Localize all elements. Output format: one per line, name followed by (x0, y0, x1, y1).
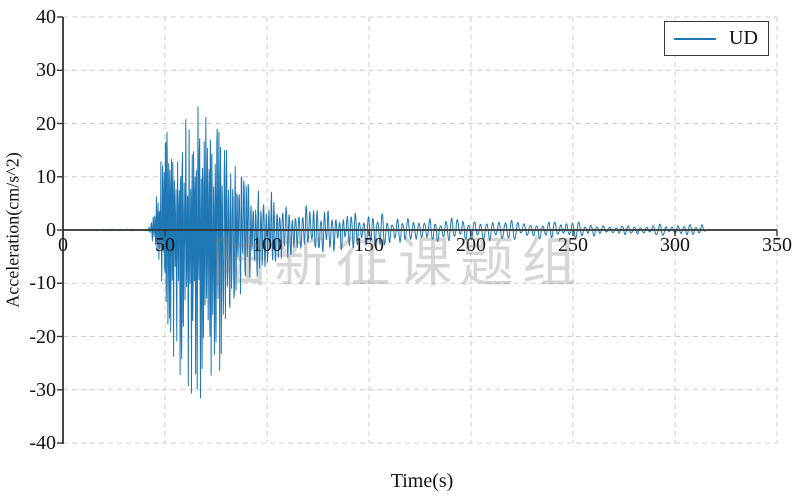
y-tick-label: 40 (36, 6, 56, 28)
y-tick-label: 30 (36, 59, 56, 82)
y-tick-label: -10 (29, 272, 56, 295)
x-tick-label: 300 (660, 234, 690, 256)
y-tick-label: -40 (29, 432, 56, 454)
x-tick-label: 250 (558, 234, 588, 256)
legend-series-label: UD (729, 27, 758, 49)
x-tick-label: 0 (58, 234, 68, 256)
x-axis-title: Time(s) (390, 470, 454, 492)
x-tick-label: 200 (456, 234, 486, 256)
x-tick-label: 100 (252, 234, 282, 256)
legend-box: UD (664, 21, 769, 56)
y-tick-label: -20 (29, 325, 56, 348)
x-tick-label: 50 (155, 234, 175, 256)
y-tick-label: -30 (29, 378, 56, 401)
x-tick-label: 350 (762, 234, 792, 256)
y-tick-label: 10 (36, 165, 56, 188)
legend-line-swatch (674, 37, 716, 40)
y-tick-label: 20 (36, 112, 56, 135)
y-tick-label: 0 (46, 219, 56, 241)
x-tick-label: 150 (354, 234, 384, 256)
